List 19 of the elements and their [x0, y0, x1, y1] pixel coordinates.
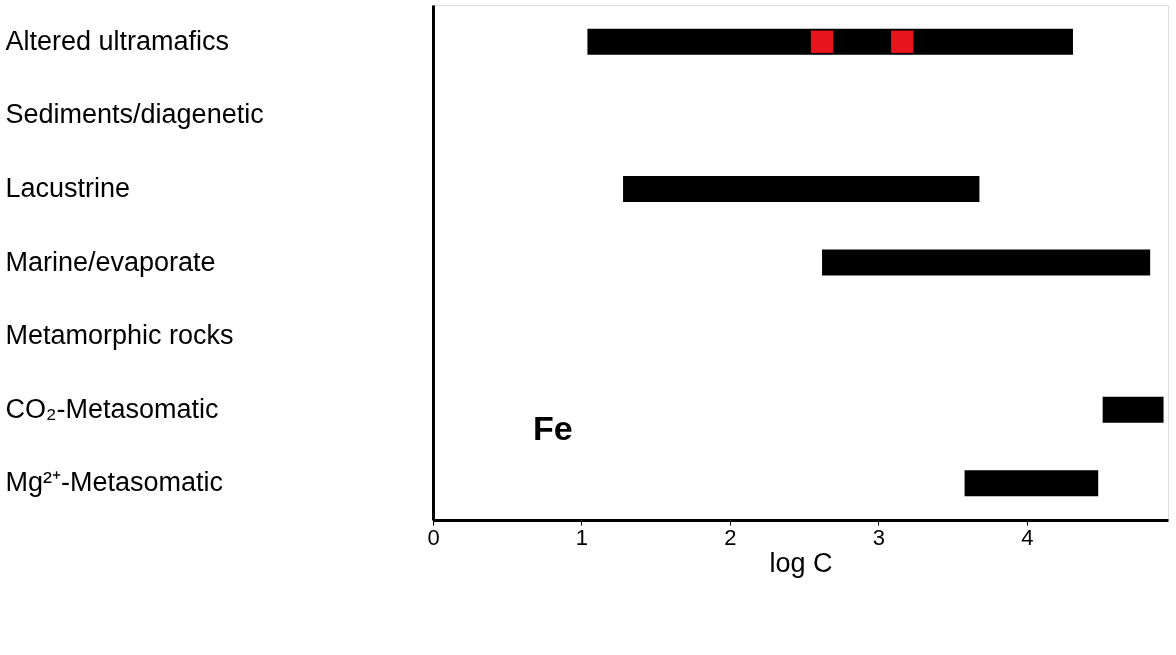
- x-axis-title: log C: [769, 547, 833, 578]
- x-tick-label: 4: [1021, 524, 1034, 550]
- y-tick-label: Mg²⁺-Metasomatic: [5, 467, 224, 498]
- annotation: Fe: [533, 409, 573, 447]
- y-tick-label: Altered ultramafics: [5, 25, 230, 56]
- x-tick-label: 3: [872, 524, 886, 550]
- bar: [623, 175, 980, 202]
- y-tick-label: Metamorphic rocks: [5, 320, 234, 351]
- bar: [587, 28, 1073, 55]
- x-tick-label: 0: [427, 524, 440, 550]
- y-tick-label: Lacustrine: [5, 172, 131, 203]
- bar: [822, 249, 1151, 276]
- y-tick-label: Marine/evaporate: [5, 246, 216, 277]
- x-tick-label: 1: [575, 524, 589, 550]
- y-tick-label: CO₂-Metasomatic: [5, 393, 219, 424]
- bar: [1102, 396, 1164, 423]
- y-tick-label: Sediments/diagenetic: [5, 99, 264, 130]
- bar: [964, 470, 1099, 497]
- x-tick-label: 2: [724, 524, 737, 550]
